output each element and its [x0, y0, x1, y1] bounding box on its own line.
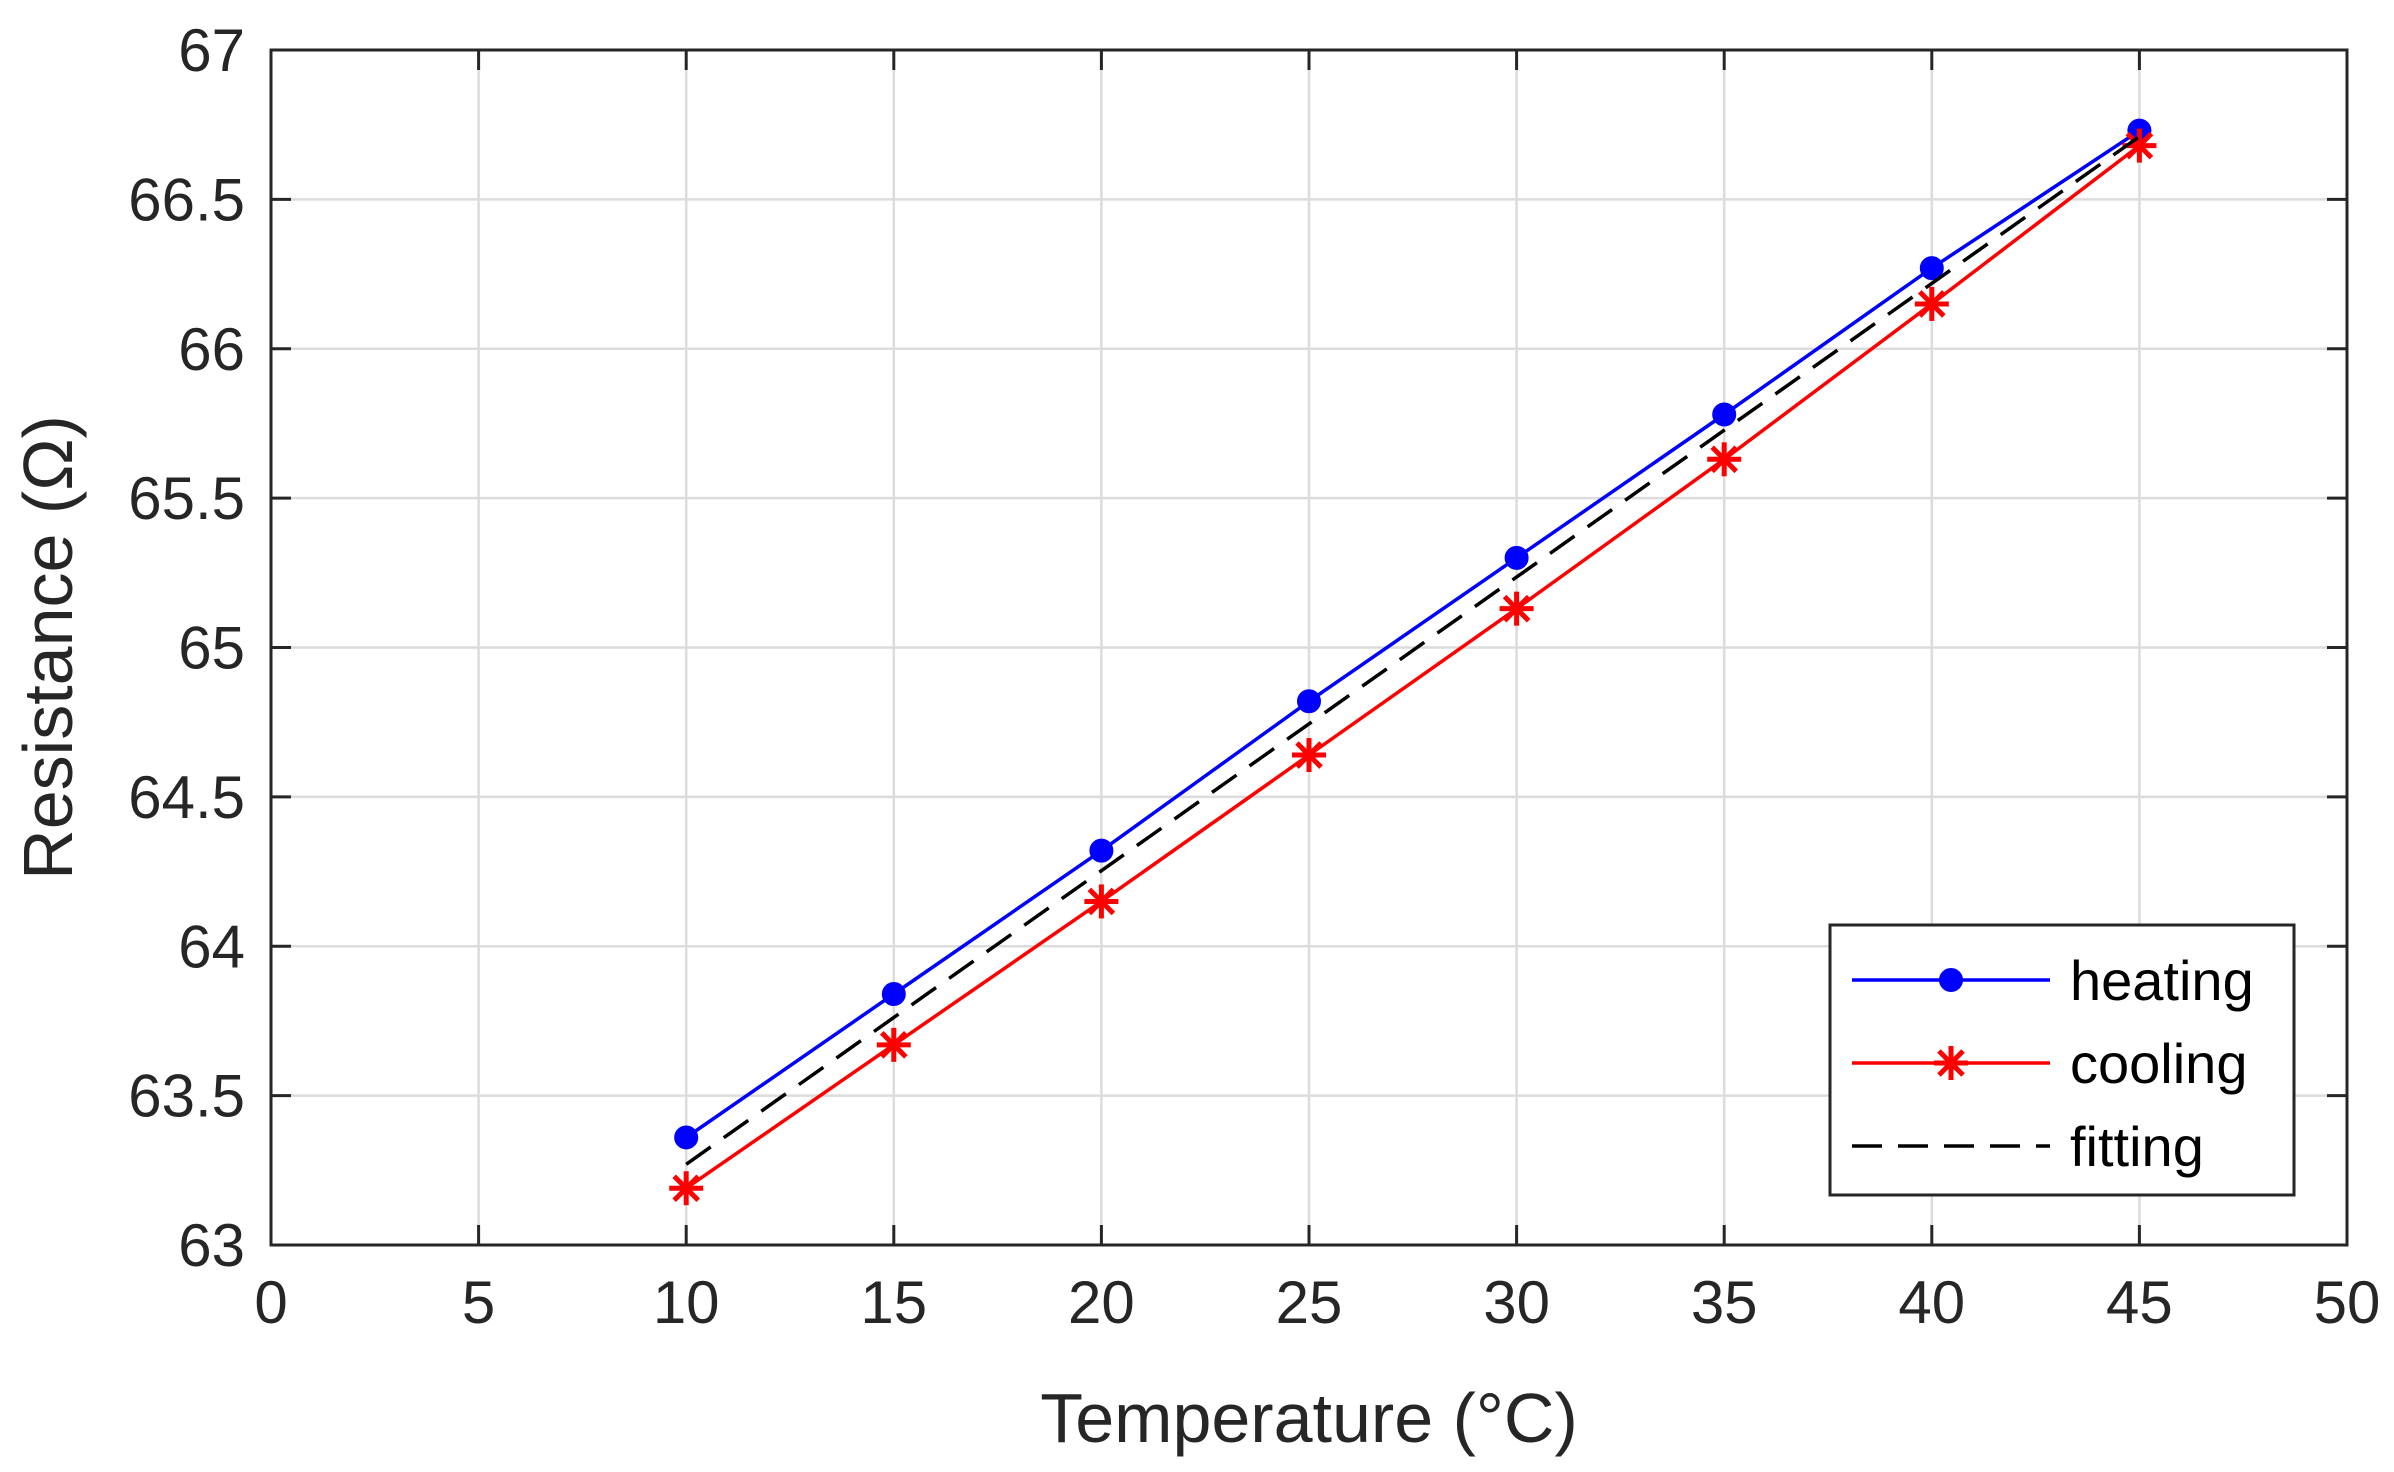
legend-box	[1828, 923, 2296, 1197]
asterisk-stroke	[672, 1174, 700, 1203]
series-heating	[674, 118, 2152, 1150]
asterisk-stroke	[1295, 741, 1323, 769]
series-fitting	[685, 135, 2141, 1166]
x-tick-label: 10	[653, 1269, 720, 1336]
asterisk-stroke	[1937, 1049, 1965, 1077]
x-axis-label: Temperature (°C)	[1040, 1379, 1578, 1457]
asterisk-stroke	[880, 1031, 908, 1059]
series-cooling	[669, 128, 2157, 1206]
data-point-cooling	[2122, 128, 2157, 163]
asterisk-stroke	[1502, 594, 1531, 623]
y-tick-label: 63.5	[128, 1063, 245, 1130]
legend-entry-fitting: fitting	[1852, 1115, 2204, 1178]
legend-marker-cooling	[1934, 1046, 1968, 1080]
x-tick-label: 35	[1691, 1269, 1758, 1336]
asterisk-stroke	[1087, 887, 1116, 916]
legend-label-heating: heating	[2070, 949, 2254, 1012]
legend-marker-heating	[1939, 968, 1963, 992]
data-point-cooling	[669, 1171, 704, 1206]
data-point-cooling	[1084, 884, 1119, 919]
x-tick-label: 40	[1898, 1269, 1965, 1336]
y-axis-label: Resistance (Ω)	[9, 415, 87, 880]
data-point-cooling	[876, 1027, 911, 1062]
y-tick-label: 64.5	[128, 764, 245, 831]
data-point-heating	[1504, 545, 1529, 570]
data-point-cooling	[1292, 738, 1326, 773]
data-point-heating	[1712, 402, 1737, 427]
series-line-heating	[685, 129, 2141, 1139]
legend-entry-heating: heating	[1852, 949, 2254, 1012]
data-point-heating	[1919, 256, 1944, 281]
series-line-cooling	[685, 144, 2141, 1190]
x-tick-label: 45	[2106, 1269, 2173, 1336]
ticks	[269, 48, 2349, 1247]
data-point-heating	[1297, 689, 1321, 714]
data-point-cooling	[1914, 286, 1949, 321]
x-tick-label: 25	[1276, 1269, 1343, 1336]
y-tick-label: 67	[178, 17, 245, 84]
y-tick-label: 63	[178, 1212, 245, 1279]
x-tick-label: 30	[1483, 1269, 1550, 1336]
x-tick-label: 5	[462, 1269, 495, 1336]
x-tick-label: 0	[254, 1269, 287, 1336]
legend-label-cooling: cooling	[2070, 1032, 2247, 1095]
legend-entries: heating cooling fitting	[1852, 949, 2254, 1178]
data-point-cooling	[1499, 591, 1534, 626]
y-tick-label: 66	[178, 316, 245, 383]
y-tick-label: 66.5	[128, 166, 245, 233]
asterisk-stroke	[1710, 445, 1738, 474]
data-point-cooling	[1707, 442, 1742, 477]
legend-entry-cooling: cooling	[1852, 1032, 2247, 1095]
asterisk-stroke	[1918, 290, 1946, 318]
x-tick-label: 15	[860, 1269, 927, 1336]
legend-label-fitting: fitting	[2070, 1115, 2204, 1178]
legend: heating cooling fitting	[1828, 923, 2296, 1197]
data-point-heating	[881, 982, 906, 1007]
tick-labels: 0 5 10 15 20 25 30 35 40 45 50 63 63.5 64 64.5 65 65.5 66…	[128, 17, 2380, 1336]
data-point-heating	[1089, 838, 1114, 863]
x-tick-label: 20	[1068, 1269, 1135, 1336]
y-tick-label: 65	[178, 615, 245, 682]
series-line-fitting	[685, 135, 2141, 1166]
series-layer	[669, 118, 2157, 1206]
y-tick-label: 64	[178, 913, 245, 980]
y-tick-label: 65.5	[128, 465, 245, 532]
asterisk-stroke	[2125, 131, 2154, 160]
data-point-heating	[674, 1125, 699, 1150]
x-tick-label: 50	[2314, 1269, 2381, 1336]
